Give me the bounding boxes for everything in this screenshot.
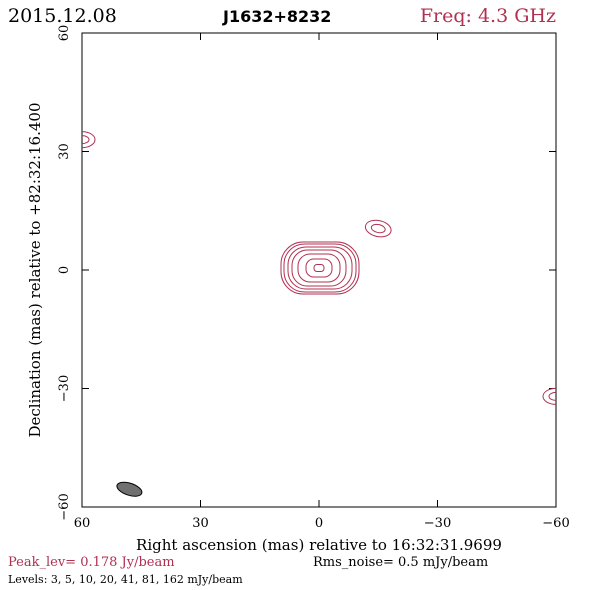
x-tick-label: −60 — [542, 516, 569, 531]
x-tick-label: −30 — [424, 516, 451, 531]
contour-component-level — [82, 135, 90, 145]
y-axis-label: Declination (mas) relative to +82:32:16.… — [26, 102, 44, 437]
x-tick-label: 30 — [192, 516, 209, 531]
contour-component-level — [364, 219, 392, 238]
contour-core-level — [291, 249, 347, 287]
contour-core-level — [297, 253, 341, 283]
axis-ticks — [81, 32, 557, 508]
contour-core-level — [283, 243, 357, 293]
y-tick-label: 60 — [57, 25, 72, 42]
y-tick-label: 30 — [57, 143, 72, 160]
x-axis-label: Right ascension (mas) relative to 16:32:… — [136, 536, 502, 554]
tick-labels: 60 30 0 −30 −60 −60 −30 0 30 60 — [57, 25, 570, 531]
y-tick-label: 0 — [57, 266, 72, 274]
contour-layer — [82, 131, 556, 405]
peak-level: Peak_lev= 0.178 Jy/beam — [8, 555, 175, 570]
source-name: J1632+8232 — [222, 7, 331, 26]
plot-frame — [81, 32, 557, 508]
contour-component-level — [82, 131, 96, 149]
contour-levels: Levels: 3, 5, 10, 20, 41, 81, 162 mJy/be… — [8, 573, 243, 586]
contour-core-level — [305, 258, 333, 278]
contour-component-level — [542, 387, 556, 405]
y-tick-label: −30 — [57, 375, 72, 402]
x-tick-label: 0 — [315, 516, 323, 531]
rms-noise: Rms_noise= 0.5 mJy/beam — [313, 555, 488, 570]
contour-core-level — [313, 264, 325, 273]
contour-core-level — [280, 241, 360, 295]
beam-layer — [116, 481, 143, 497]
contour-component-level — [370, 223, 386, 234]
observation-date: 2015.12.08 — [8, 5, 117, 27]
y-tick-label: −60 — [57, 493, 72, 520]
frequency-label: Freq: 4.3 GHz — [420, 5, 556, 27]
contour-core-level — [287, 246, 353, 290]
contour-component-level — [548, 391, 556, 401]
beam-ellipse — [116, 481, 143, 497]
x-tick-label: 60 — [74, 516, 91, 531]
